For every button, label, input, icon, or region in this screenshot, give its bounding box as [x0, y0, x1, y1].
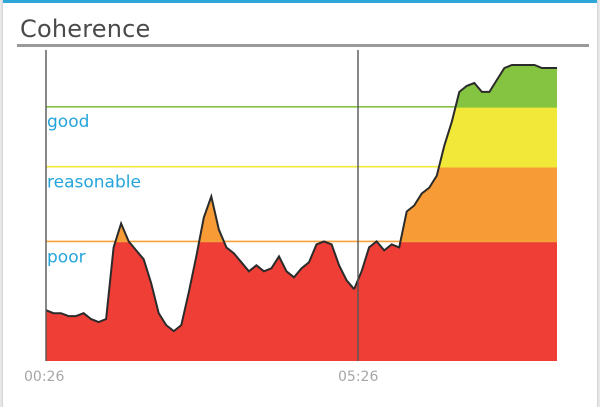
x-tick-label: 05:26: [338, 369, 378, 385]
panel-title: Coherence: [20, 15, 151, 43]
coherence-series-line: [45, 64, 557, 333]
zone-label-poor: poor: [47, 247, 86, 267]
zone-fill-good: [46, 106, 557, 167]
zone-fill-poor: [46, 241, 557, 361]
title-divider: [17, 44, 589, 47]
zone-label-reasonable: reasonable: [47, 173, 141, 193]
zone-label-good: good: [47, 112, 89, 132]
x-tick-label: 00:26: [24, 369, 64, 385]
zone-fills: [46, 65, 557, 361]
zone-fill-excellent: [46, 65, 557, 107]
